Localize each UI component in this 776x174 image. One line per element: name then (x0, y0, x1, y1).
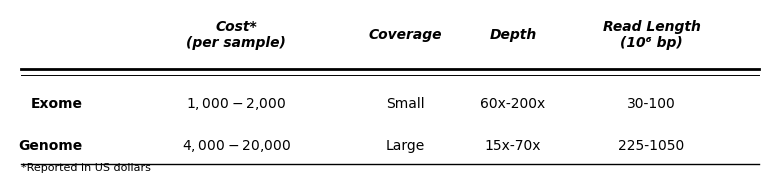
Text: Small: Small (386, 97, 424, 111)
Text: Large: Large (386, 139, 425, 153)
Text: Read Length
(10⁶ bp): Read Length (10⁶ bp) (603, 20, 701, 50)
Text: Genome: Genome (18, 139, 82, 153)
Text: Coverage: Coverage (369, 28, 442, 42)
Text: 60x-200x: 60x-200x (480, 97, 546, 111)
Text: Cost*
(per sample): Cost* (per sample) (186, 20, 286, 50)
Text: $1,000-$2,000: $1,000-$2,000 (186, 96, 286, 112)
Text: 15x-70x: 15x-70x (485, 139, 542, 153)
Text: Exome: Exome (30, 97, 82, 111)
Text: *Reported in US dollars: *Reported in US dollars (21, 163, 151, 173)
Text: Depth: Depth (490, 28, 537, 42)
Text: $4,000-$20,000: $4,000-$20,000 (182, 138, 291, 154)
Text: 225-1050: 225-1050 (618, 139, 684, 153)
Text: 30-100: 30-100 (627, 97, 676, 111)
